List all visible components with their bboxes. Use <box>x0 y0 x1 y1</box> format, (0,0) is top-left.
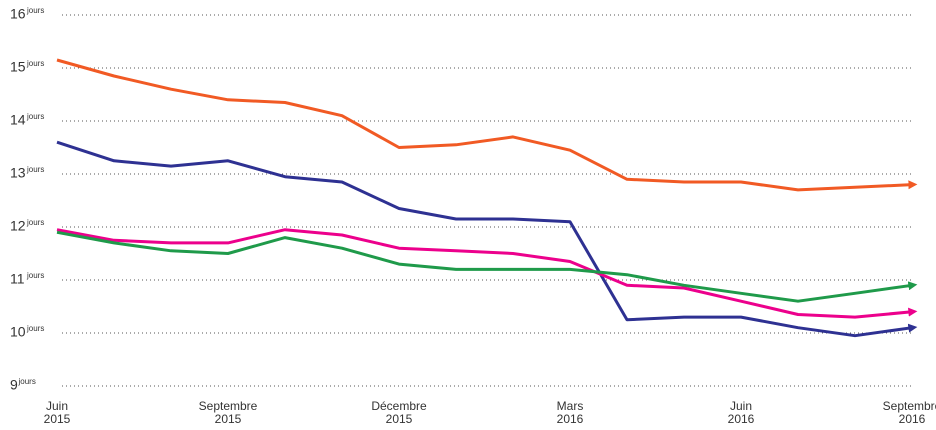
y-tick-label: 14 <box>10 112 26 128</box>
y-tick-label: 9 <box>10 377 18 393</box>
series-line <box>56 228 918 319</box>
x-tick-label: Juin 2015 <box>43 399 71 426</box>
y-tick-label: 10 <box>10 324 26 340</box>
y-unit: jours <box>26 112 44 121</box>
series-line <box>56 58 918 192</box>
x-tick-label: Juin 2016 <box>727 399 755 426</box>
y-unit: jours <box>18 377 36 386</box>
x-tick-label: Septembre 2016 <box>882 399 936 426</box>
y-tick-label: 16 <box>10 6 26 22</box>
y-unit: jours <box>26 6 44 15</box>
x-tick-label: Septembre 2015 <box>198 399 258 426</box>
y-unit: jours <box>26 218 44 227</box>
y-tick-label: 13 <box>10 165 26 181</box>
series-line <box>56 140 918 338</box>
y-unit: jours <box>26 59 44 68</box>
series-line <box>56 230 918 303</box>
y-unit: jours <box>26 324 44 333</box>
x-tick-label: Mars 2016 <box>556 399 584 426</box>
y-unit: jours <box>26 271 44 280</box>
y-unit: jours <box>26 165 44 174</box>
y-tick-label: 11 <box>10 271 25 287</box>
y-tick-label: 15 <box>10 59 26 75</box>
y-tick-label: 12 <box>10 218 26 234</box>
x-tick-label: Décembre 2015 <box>371 399 427 426</box>
